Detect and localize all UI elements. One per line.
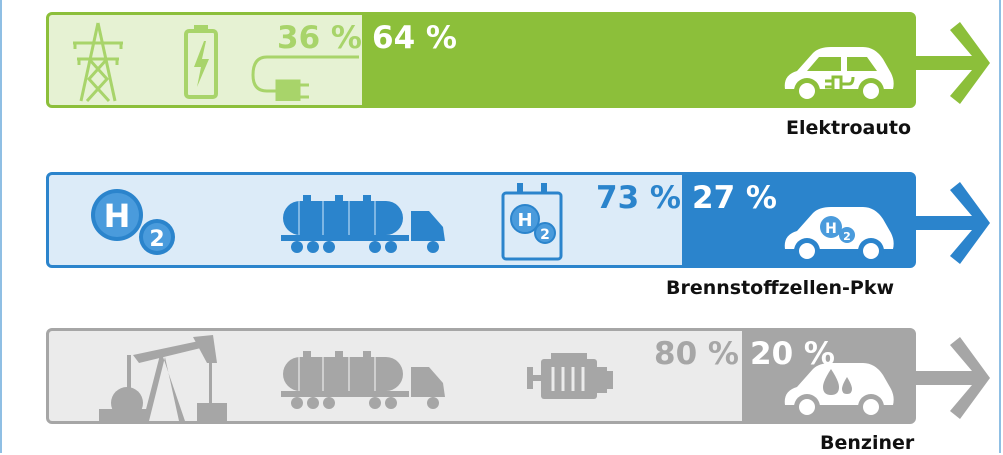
fuel-cell-car-icon: H 2 [784, 207, 894, 264]
charging-plug-icon [251, 55, 359, 101]
combustion-engine-icon [527, 353, 613, 399]
svg-text:2: 2 [540, 227, 550, 243]
svg-text:H: H [104, 197, 131, 235]
hydrogen-molecule-icon: H 2 [91, 189, 175, 255]
arrow-icon-brennstoffzellen-pkw [912, 182, 990, 264]
battery-icon [184, 25, 218, 99]
loss-percent-brennstoffzellen-pkw: 73 % [596, 180, 681, 216]
tanker-truck-icon [281, 195, 445, 253]
bar-elektroauto: 36 % 64 % [46, 12, 916, 108]
efficiency-percent-benziner: 20 % [750, 336, 835, 372]
efficiency-percent-elektroauto: 64 % [372, 20, 457, 56]
label-elektroauto: Elektroauto [786, 117, 912, 139]
tanker-truck-icon [281, 351, 445, 409]
petrol-car-icon [784, 363, 894, 420]
bar-brennstoffzellen-pkw: H 2 H 2 73 % 27 % H 2 [46, 172, 916, 268]
oil-pump-icon [99, 335, 227, 421]
arrow-icon-benziner [912, 337, 990, 419]
svg-text:2: 2 [149, 227, 164, 252]
hydrogen-tank-icon: H 2 [501, 183, 563, 261]
bar-benziner: 80 % 20 % [46, 328, 916, 424]
svg-text:2: 2 [843, 230, 851, 243]
svg-text:H: H [825, 221, 837, 237]
svg-text:H: H [517, 210, 532, 231]
electric-car-icon [784, 47, 894, 104]
loss-percent-benziner: 80 % [654, 336, 739, 372]
power-pylon-icon [73, 22, 123, 103]
efficiency-percent-brennstoffzellen-pkw: 27 % [692, 180, 777, 216]
loss-percent-elektroauto: 36 % [277, 20, 362, 56]
label-brennstoffzellen-pkw: Brennstoffzellen-Pkw [666, 277, 895, 299]
label-benziner: Benziner [820, 432, 915, 454]
arrow-icon-elektroauto [912, 22, 990, 104]
